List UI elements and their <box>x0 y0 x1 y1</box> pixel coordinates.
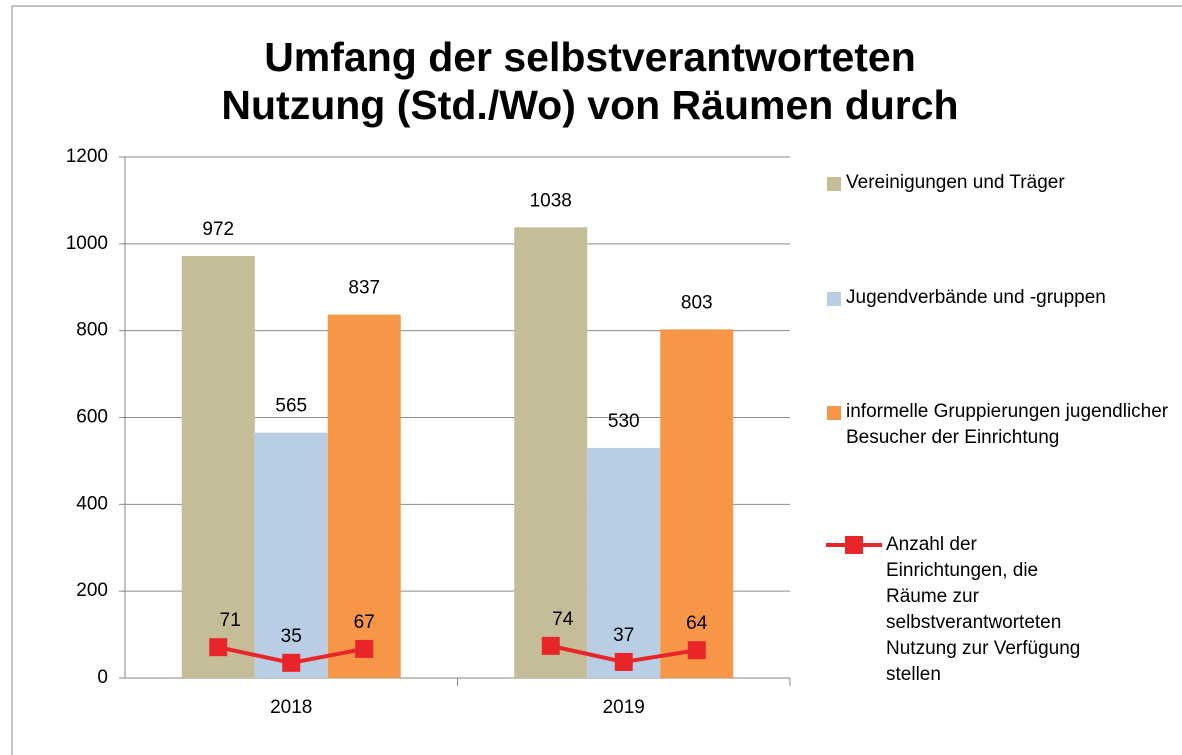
data-label: 67 <box>354 612 375 633</box>
line-marker <box>541 636 560 655</box>
line-marker <box>355 639 374 658</box>
bar <box>181 255 255 679</box>
data-label: 74 <box>552 609 574 630</box>
x-tick-label: 2019 <box>603 697 645 718</box>
y-tick-label: 800 <box>76 320 108 341</box>
y-tick-label: 1000 <box>66 233 108 254</box>
legend-swatch <box>827 292 841 306</box>
data-label: 565 <box>275 396 307 417</box>
legend-label: Jugendverbände und -gruppen <box>846 287 1106 308</box>
data-label: 972 <box>202 219 234 240</box>
legend-label: Anzahl der Einrichtungen, die Räume zur … <box>886 534 1081 685</box>
legend-swatch <box>827 177 841 191</box>
y-tick-label: 400 <box>76 493 108 514</box>
chart-frame <box>11 5 1182 755</box>
chart-title: Nutzung (Std./Wo) von Räumen durch <box>221 82 958 128</box>
bar <box>254 432 328 678</box>
legend-label: informelle Gruppierungen jugendlicher Be… <box>846 401 1169 448</box>
data-label: 837 <box>348 278 380 299</box>
line-marker <box>209 638 228 657</box>
data-label: 71 <box>220 610 241 631</box>
bar <box>660 329 734 678</box>
data-label: 530 <box>608 411 640 432</box>
y-tick-label: 200 <box>76 580 108 601</box>
y-tick-label: 0 <box>97 667 108 688</box>
y-tick-label: 1200 <box>66 146 108 167</box>
legend-label: Vereinigungen und Träger <box>846 172 1065 193</box>
y-tick-label: 600 <box>76 407 108 428</box>
chart-title: Umfang der selbstverantworteten <box>264 34 916 80</box>
bar <box>327 314 401 678</box>
data-label: 35 <box>281 626 302 647</box>
data-label: 37 <box>613 625 634 646</box>
line-marker <box>614 652 633 671</box>
x-tick-label: 2018 <box>270 697 312 718</box>
data-label: 64 <box>686 613 708 634</box>
line-marker <box>687 641 706 660</box>
legend-marker <box>845 536 863 554</box>
data-label: 1038 <box>530 190 572 211</box>
data-label: 803 <box>681 292 713 313</box>
line-marker <box>282 653 301 672</box>
bar <box>587 447 661 678</box>
legend-swatch <box>826 536 882 554</box>
legend-swatch <box>827 406 841 420</box>
bar <box>514 227 588 678</box>
